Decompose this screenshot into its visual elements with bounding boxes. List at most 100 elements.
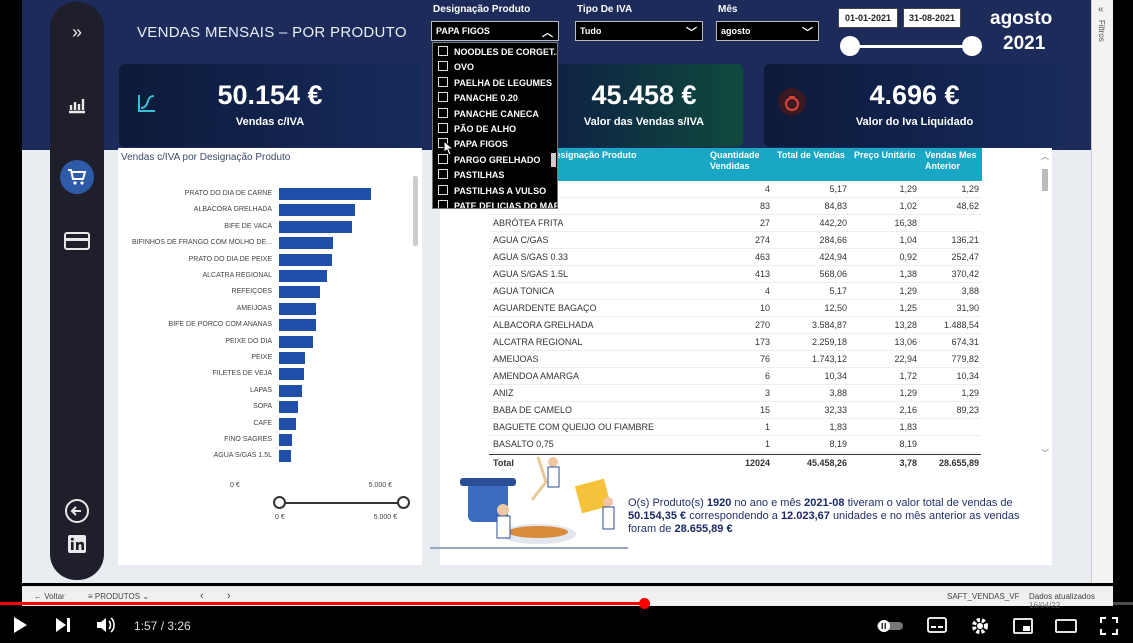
table-cell[interactable]: AMEIJOAS bbox=[493, 354, 539, 364]
table-cell[interactable]: BABA DE CAMELO bbox=[493, 405, 573, 415]
chart-icon[interactable] bbox=[50, 96, 104, 119]
bar[interactable] bbox=[279, 335, 314, 348]
slicer-iva-dropdown[interactable]: Tudo ﹀ bbox=[575, 21, 703, 41]
checkbox[interactable] bbox=[438, 61, 448, 72]
bar[interactable] bbox=[279, 417, 297, 430]
page-tab-produtos[interactable]: ≡ PRODUTOS ⌄ bbox=[88, 592, 150, 601]
table-cell[interactable]: AMENDOA AMARGA bbox=[493, 371, 580, 381]
table-cell[interactable]: ALCATRA REGIONAL bbox=[493, 337, 583, 347]
checkbox[interactable] bbox=[438, 138, 448, 149]
autoplay-toggle[interactable] bbox=[876, 619, 904, 638]
chart-scrollbar[interactable] bbox=[413, 176, 418, 246]
chart-range-slider-track[interactable] bbox=[279, 502, 404, 504]
cart-icon[interactable] bbox=[60, 160, 94, 194]
table-cell[interactable]: BAGUETE COM QUEIJO OU FIAMBRE bbox=[493, 422, 655, 432]
volume-icon[interactable] bbox=[96, 616, 116, 639]
dropdown-option[interactable]: PATE DELICIAS DO MAR bbox=[438, 200, 557, 208]
col-header-preco[interactable]: Preço Unitário bbox=[851, 148, 922, 181]
date-slider-start-handle[interactable] bbox=[840, 36, 860, 56]
dropdown-option[interactable]: PÃO DE ALHO bbox=[438, 123, 516, 137]
table-cell[interactable]: ALBACORA GRELHADA bbox=[493, 320, 594, 330]
checkbox[interactable] bbox=[438, 153, 448, 164]
table-cell[interactable]: AGUARDENTE BAGAÇO bbox=[493, 303, 597, 313]
bar[interactable] bbox=[279, 368, 304, 381]
total-cell: Total bbox=[493, 458, 514, 468]
dropdown-option[interactable]: PANACHE CANECA bbox=[438, 107, 539, 122]
bar[interactable] bbox=[279, 352, 305, 364]
dropdown-option[interactable]: PARGO GRELHADO bbox=[438, 153, 540, 168]
card-icon[interactable] bbox=[50, 232, 104, 255]
bar[interactable] bbox=[279, 286, 321, 299]
dropdown-option[interactable]: OVO bbox=[438, 61, 474, 75]
checkbox[interactable] bbox=[438, 123, 448, 133]
dropdown-option[interactable]: PASTILHAS A VULSO bbox=[438, 184, 546, 199]
bar[interactable] bbox=[279, 434, 293, 446]
table-cell[interactable]: AGUA TONICA bbox=[493, 286, 555, 296]
next-video-icon[interactable] bbox=[55, 617, 71, 638]
col-header-quantidade[interactable]: Quantidade Vendidas bbox=[707, 148, 774, 181]
back-button[interactable]: ← Voltar bbox=[34, 592, 65, 601]
video-progress-handle[interactable] bbox=[638, 598, 650, 609]
subtitles-icon[interactable] bbox=[927, 617, 947, 638]
filters-pane[interactable]: « Filtros bbox=[1091, 0, 1113, 583]
col-header-anterior[interactable]: Vendas Mes Anterior bbox=[922, 148, 982, 181]
bar[interactable] bbox=[279, 220, 353, 233]
table-cell[interactable]: AGUA S/GAS 0.33 bbox=[493, 252, 569, 262]
bar[interactable] bbox=[279, 253, 332, 266]
table-cell[interactable]: ABRÓTEA FRITA bbox=[493, 218, 564, 228]
bar[interactable] bbox=[279, 204, 355, 217]
bar[interactable] bbox=[279, 188, 371, 200]
slicer-produto-dropdown[interactable]: PAPA FIGOS ︿ bbox=[431, 21, 559, 41]
chart-range-end-handle[interactable] bbox=[397, 496, 410, 509]
dropdown-option[interactable]: PANACHE 0.20 bbox=[438, 92, 518, 106]
scroll-down-icon[interactable]: ﹀ bbox=[1041, 449, 1049, 458]
slicer-mes-dropdown[interactable]: agosto ﹀ bbox=[716, 21, 819, 41]
linkedin-icon[interactable] bbox=[50, 535, 104, 558]
checkbox[interactable] bbox=[438, 169, 448, 180]
slicer-produto-list[interactable]: NOODLES DE CORGET... OVO PAELHA DE LEGUMES… bbox=[432, 42, 558, 209]
back-arrow-icon[interactable] bbox=[50, 498, 104, 529]
table-cell[interactable]: ANIZ bbox=[493, 388, 514, 398]
checkbox[interactable] bbox=[438, 184, 448, 195]
bar[interactable] bbox=[279, 237, 333, 250]
collapse-icon[interactable]: « bbox=[1098, 4, 1104, 15]
bar[interactable] bbox=[279, 401, 299, 414]
fullscreen-icon[interactable] bbox=[1100, 617, 1118, 640]
chart-range-start-handle[interactable] bbox=[273, 496, 286, 509]
date-to-input[interactable]: 31-08-2021 bbox=[903, 8, 961, 28]
checkbox[interactable] bbox=[438, 92, 448, 103]
date-slider-end-handle[interactable] bbox=[962, 36, 982, 56]
table-cell[interactable]: AGUA S/GAS 1.5L bbox=[493, 269, 569, 279]
checkbox[interactable] bbox=[438, 200, 448, 208]
miniplayer-icon[interactable] bbox=[1013, 618, 1033, 639]
bar[interactable] bbox=[279, 270, 327, 282]
bar[interactable] bbox=[279, 319, 316, 332]
date-slider-track[interactable] bbox=[850, 45, 972, 48]
bar[interactable] bbox=[279, 384, 303, 397]
table-scrollbar[interactable] bbox=[1042, 169, 1048, 191]
dropdown-option[interactable]: PASTILHAS bbox=[438, 169, 504, 183]
bar[interactable] bbox=[279, 450, 291, 463]
date-from-input[interactable]: 01-01-2021 bbox=[838, 8, 898, 28]
kpi-label: Valor das Vendas s/IVA bbox=[583, 116, 705, 128]
scroll-up-icon[interactable]: ︿ bbox=[1041, 152, 1049, 161]
checkbox[interactable] bbox=[438, 46, 448, 56]
bar[interactable] bbox=[279, 302, 317, 315]
col-header-total[interactable]: Total de Vendas bbox=[774, 148, 851, 181]
prev-page-icon[interactable]: ‹ bbox=[200, 590, 204, 602]
dropdown-option[interactable]: PAPA FIGOS bbox=[438, 138, 508, 152]
theater-mode-icon[interactable] bbox=[1055, 618, 1077, 639]
checkbox[interactable] bbox=[438, 107, 448, 118]
dropdown-scrollbar[interactable] bbox=[551, 153, 556, 167]
expand-icon[interactable]: » bbox=[71, 22, 82, 42]
play-icon[interactable] bbox=[12, 616, 28, 639]
dropdown-option[interactable]: PAELHA DE LEGUMES bbox=[438, 76, 552, 91]
summary-part: tiveram o valor total de vendas de bbox=[847, 497, 1013, 509]
table-cell[interactable]: BASALTO 0,75 bbox=[493, 439, 554, 449]
bar-label: PEIXE bbox=[251, 354, 272, 361]
next-page-icon[interactable]: › bbox=[227, 590, 231, 602]
dropdown-option[interactable]: NOODLES DE CORGET... bbox=[438, 46, 557, 60]
settings-gear-icon[interactable] bbox=[970, 616, 990, 641]
checkbox[interactable] bbox=[438, 76, 448, 87]
table-cell[interactable]: AGUA C/GAS bbox=[493, 235, 549, 245]
